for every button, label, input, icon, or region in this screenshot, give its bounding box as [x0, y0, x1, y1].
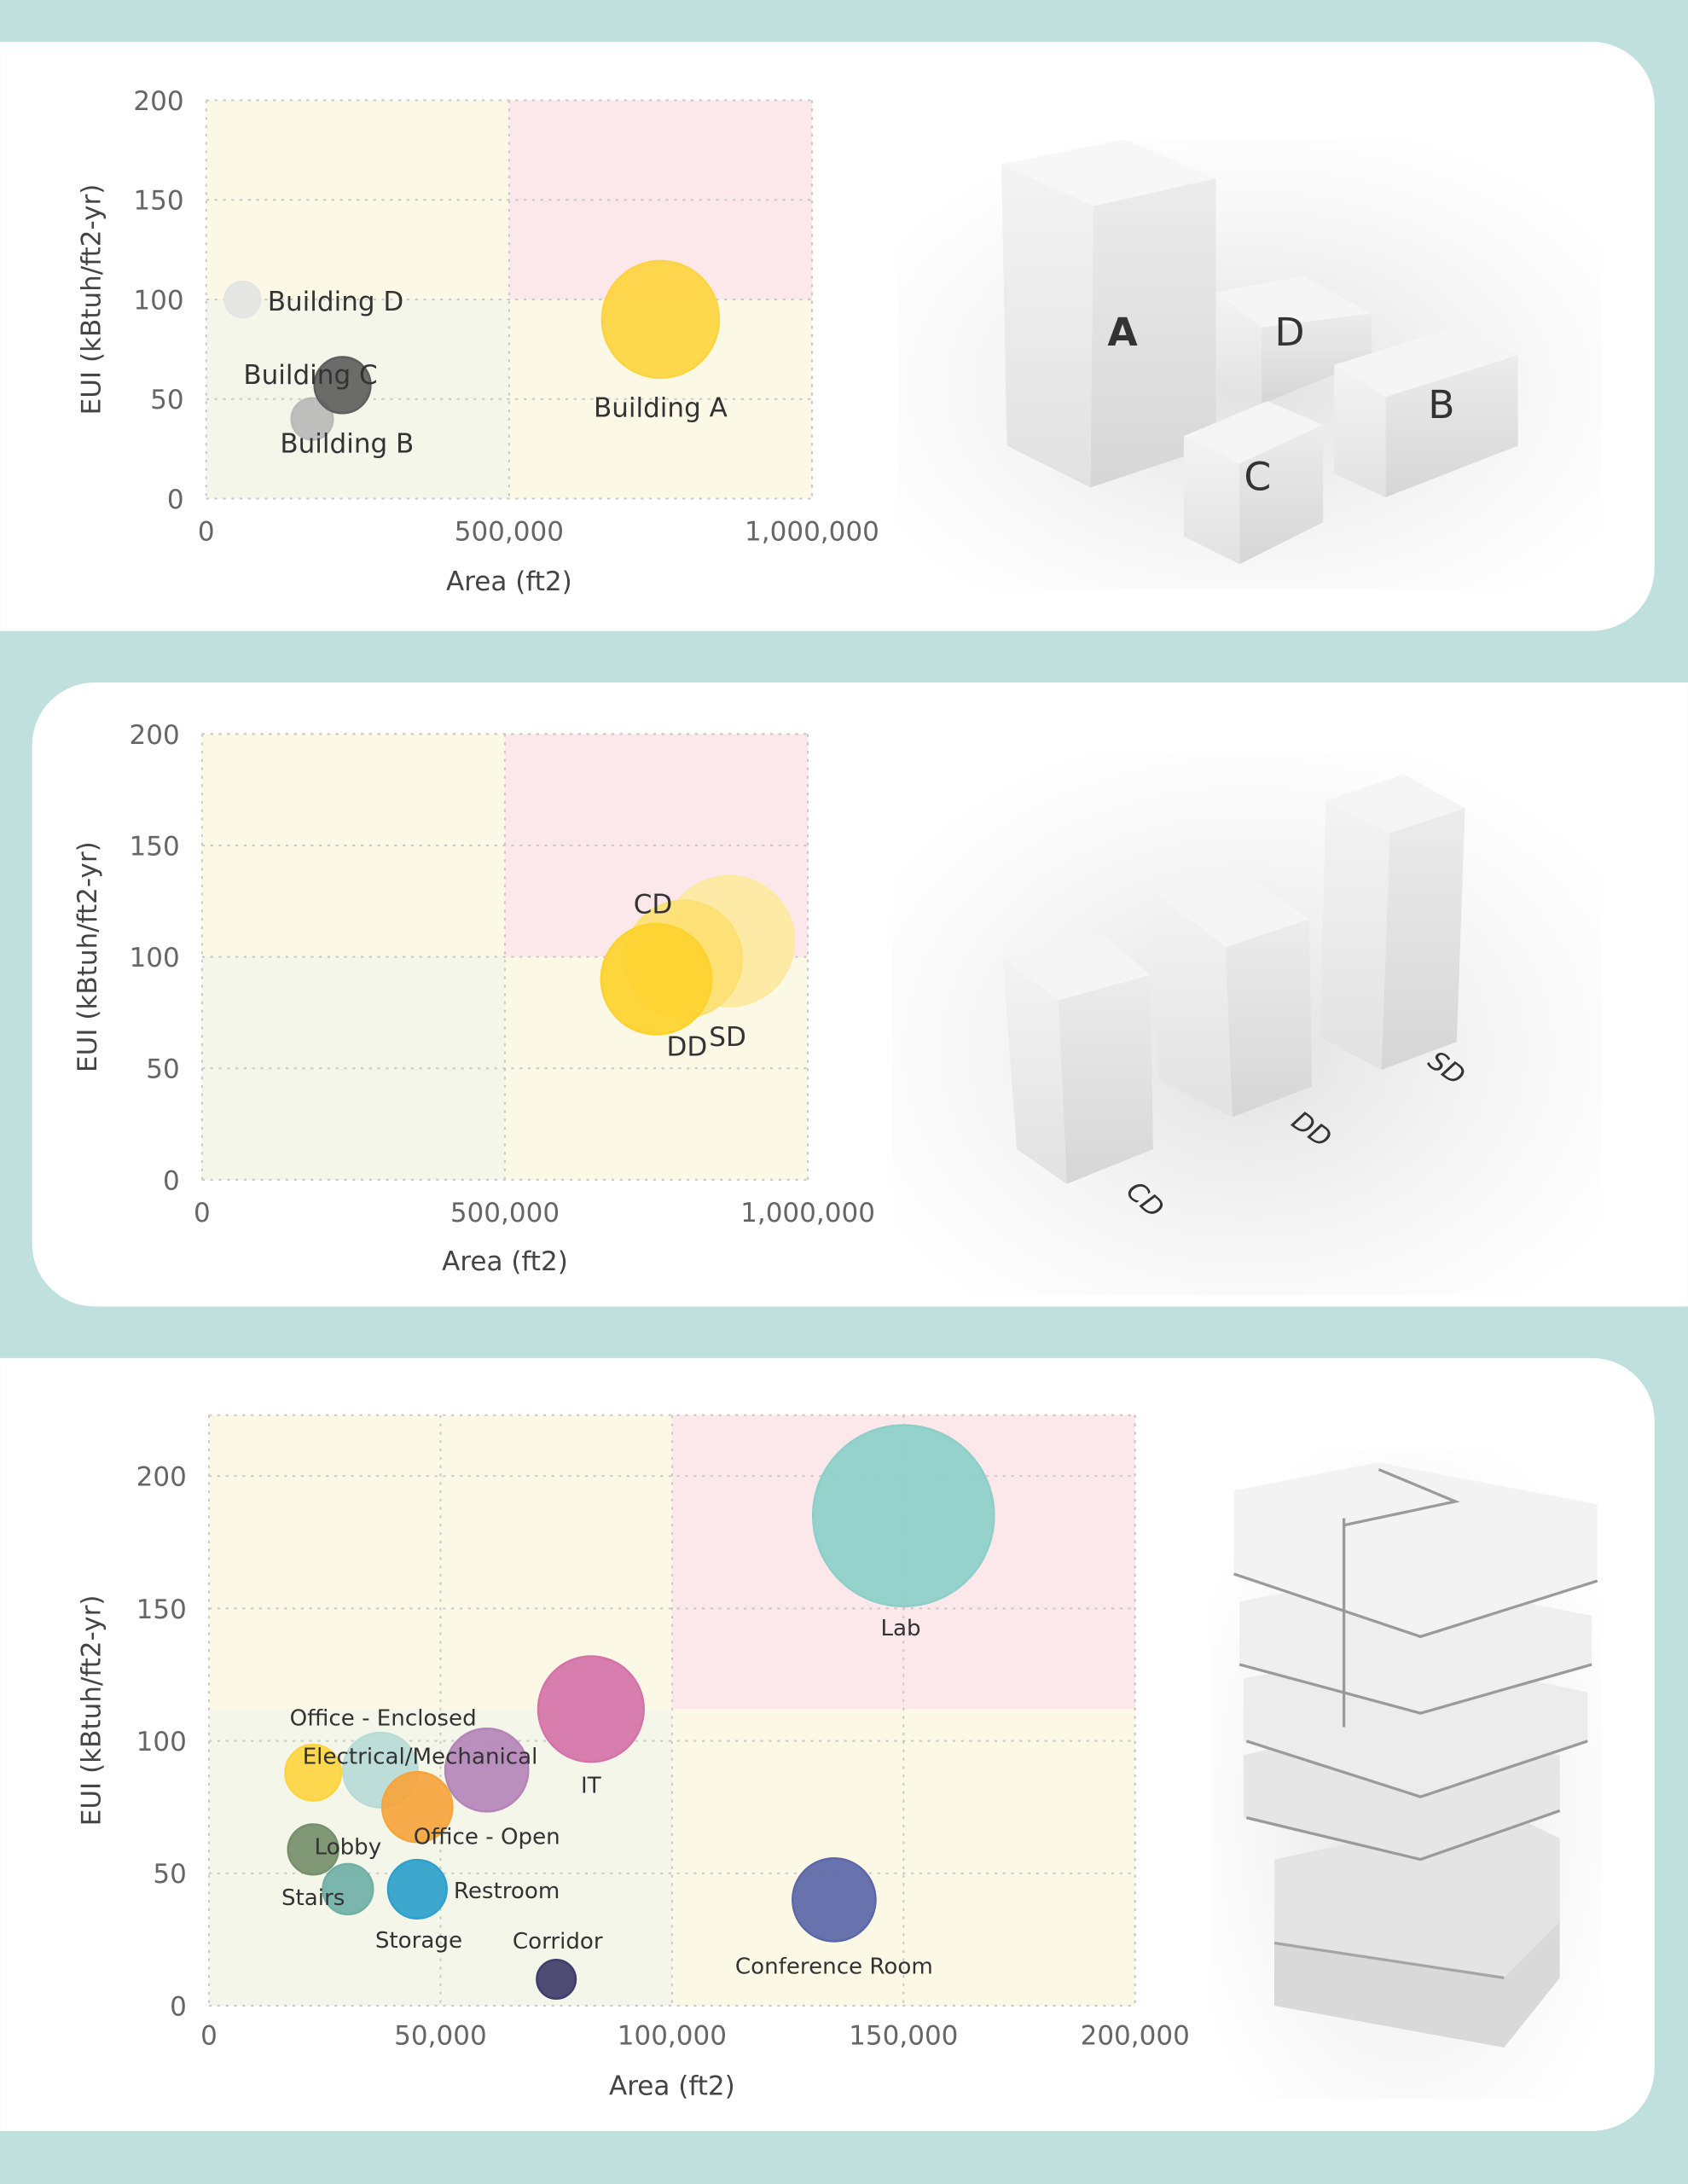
render-tower [1211, 1448, 1602, 2100]
bubble-lobby [322, 1862, 374, 1916]
x-axis-title: Area (ft2) [442, 1246, 568, 1277]
render-buildings: A D B C [898, 139, 1602, 590]
bubble-label: Conference Room [735, 1954, 933, 1979]
x-tick-label: 50,000 [394, 2021, 487, 2052]
bubble-office-open [444, 1727, 530, 1813]
y-tick-label: 100 [133, 285, 183, 316]
x-tick-label: 500,000 [450, 1198, 560, 1228]
bubble-label: Corridor [513, 1929, 603, 1955]
bubble-label: Lobby [315, 1835, 382, 1861]
y-tick-label: 50 [153, 1859, 186, 1890]
y-tick-label: 100 [136, 1727, 187, 1757]
tower-slabs [1233, 1462, 1598, 2048]
bubble-label: Building B [280, 428, 414, 459]
y-tick-label: 100 [130, 943, 180, 973]
x-tick-label: 0 [198, 516, 215, 547]
bubble-label: Electrical/Mechanical [303, 1745, 538, 1770]
bubble-label: CD [634, 889, 673, 920]
building-a-mass [1001, 139, 1216, 488]
bubble-building-a [600, 259, 721, 380]
y-tick-label: 150 [136, 1594, 187, 1625]
y-tick-label: 150 [133, 186, 183, 217]
y-tick-label: 200 [133, 86, 183, 117]
bubble-label: Building D [268, 287, 404, 317]
bubble-dd [600, 922, 713, 1036]
y-tick-label: 0 [170, 1991, 187, 2022]
y-axis-title: EUI (kBtuh/ft2-yr) [73, 841, 103, 1072]
bubble-label: Lab [880, 1616, 920, 1641]
phase-cd-mass [1002, 932, 1153, 1184]
building-label-d: D [1274, 310, 1304, 355]
x-tick-label: 0 [194, 1198, 211, 1228]
bubble-label: Building C [243, 360, 377, 391]
phase-sd-mass [1320, 774, 1465, 1070]
y-tick-label: 200 [136, 1462, 187, 1493]
bubble-lab [811, 1424, 995, 1608]
bubble-chart-phases: 0 50 100 150 200 0 500,000 1,000,000 Area (ft2) E… [73, 720, 875, 1277]
x-tick-label: 1,000,000 [740, 1198, 875, 1228]
y-tick-label: 50 [150, 385, 183, 415]
bubble-label: IT [581, 1773, 602, 1798]
bubble-corridor [536, 1958, 577, 2000]
bubble-label: DD [667, 1032, 708, 1063]
render-phases: CD DD SD [892, 752, 1602, 1296]
bubble-restroom [284, 1743, 343, 1802]
bubble-label: SD [709, 1022, 746, 1053]
y-tick-label: 0 [163, 1165, 180, 1196]
x-tick-label: 1,000,000 [745, 516, 879, 547]
y-tick-label: 200 [130, 720, 180, 751]
y-axis-title: EUI (kBtuh/ft2-yr) [77, 184, 107, 415]
x-tick-label: 0 [200, 2021, 218, 2052]
bubble-chart-spaces: 0 50 100 150 200 0 50,000 100,000 150,000 200,000… [77, 1414, 1190, 2102]
bubble-building-d [223, 280, 262, 319]
bubble-stairs [287, 1823, 339, 1876]
x-tick-label: 200,000 [1081, 2021, 1190, 2052]
x-tick-label: 150,000 [849, 2021, 958, 2052]
bubble-storage [386, 1858, 448, 1920]
building-b-mass [1334, 324, 1518, 497]
x-axis-title: Area (ft2) [446, 566, 572, 597]
phase-dd-mass [1152, 866, 1313, 1118]
bubble-label: Restroom [454, 1879, 560, 1904]
y-tick-label: 0 [167, 485, 184, 515]
bubble-label: Storage [375, 1928, 462, 1954]
building-label-b: B [1428, 382, 1454, 427]
bubble-chart-buildings: 0 50 100 150 200 0 500,000 1,000,000 Area (ft2) E… [77, 86, 879, 597]
bubble-label: Office - Open [414, 1824, 560, 1850]
bubble-electrical-mechanical [380, 1770, 454, 1844]
bubble-label: Building A [594, 393, 728, 424]
building-label-a: A [1107, 310, 1138, 355]
bubble-building-c [313, 356, 372, 415]
x-tick-label: 500,000 [455, 516, 564, 547]
building-label-c: C [1244, 455, 1271, 500]
bubble-it [537, 1655, 645, 1763]
building-c-mass [1183, 401, 1324, 565]
y-tick-label: 50 [146, 1054, 179, 1085]
bubble-label: Stairs [281, 1885, 345, 1911]
x-tick-label: 100,000 [618, 2021, 727, 2052]
bubble-building-b [290, 397, 334, 441]
x-axis-title: Area (ft2) [609, 2071, 735, 2102]
bubble-label: Office - Enclosed [290, 1705, 477, 1731]
bubble-conference-room [792, 1856, 877, 1943]
building-d-mass [1215, 276, 1372, 404]
y-axis-title: EUI (kBtuh/ft2-yr) [77, 1595, 107, 1827]
y-tick-label: 150 [130, 831, 180, 862]
